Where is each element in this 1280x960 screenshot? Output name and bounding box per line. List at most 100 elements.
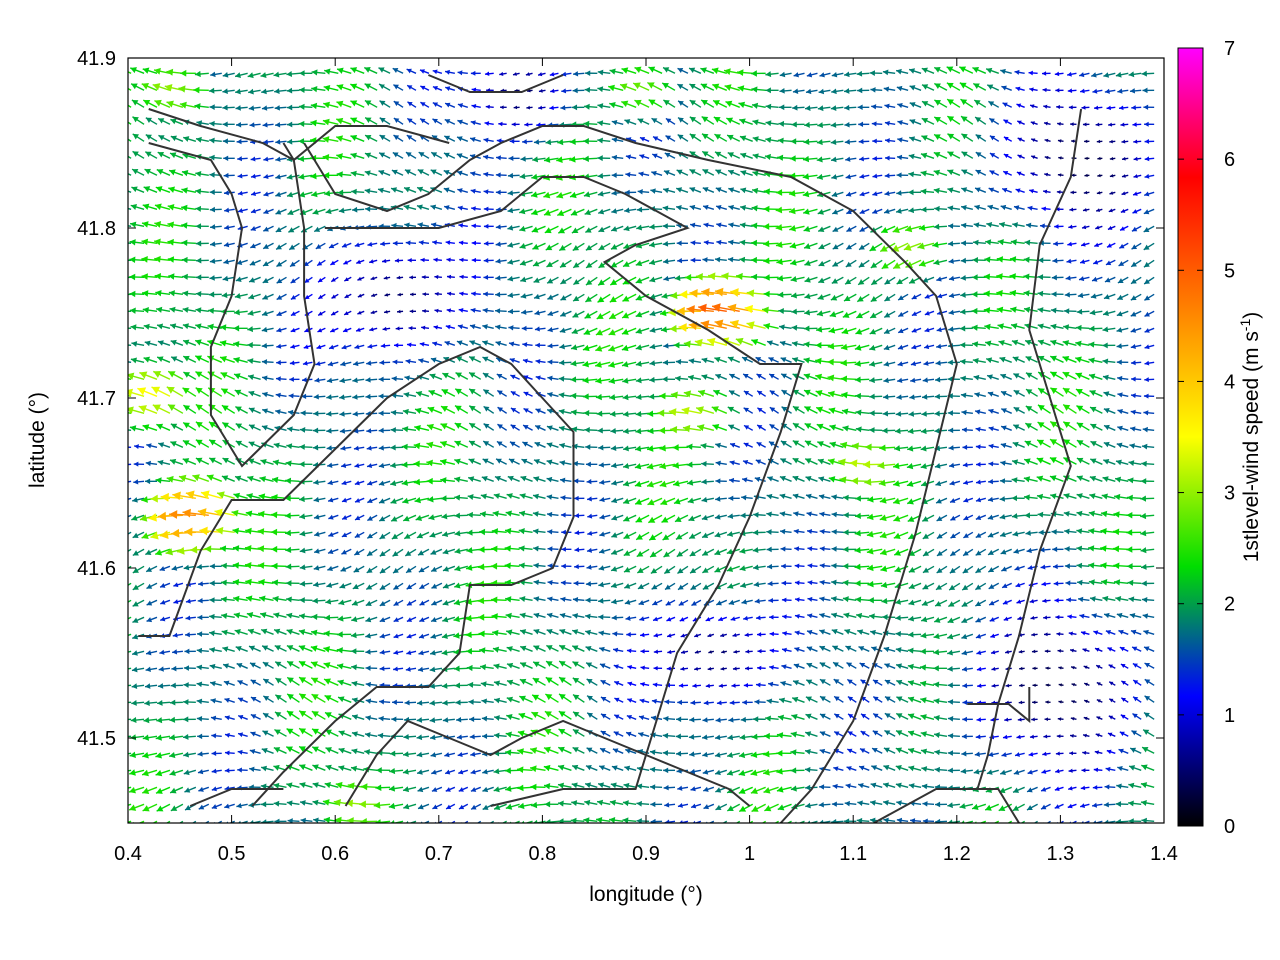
wind-vector-head xyxy=(403,391,410,398)
wind-vector-head xyxy=(794,821,797,823)
wind-vector-head xyxy=(975,515,982,520)
wind-vector-head xyxy=(880,581,888,589)
wind-vector-head xyxy=(614,714,620,720)
wind-vector-head xyxy=(341,462,347,468)
wind-vector-head xyxy=(197,614,203,621)
wind-vector-head xyxy=(211,768,217,774)
wind-vector-head xyxy=(260,801,267,808)
wind-vector-head xyxy=(1130,360,1136,366)
wind-vector-head xyxy=(118,650,124,656)
wind-vector-head xyxy=(639,616,645,622)
wind-vector-head xyxy=(1083,733,1087,738)
wind-vector-head xyxy=(705,683,711,688)
wind-vector-head xyxy=(389,767,396,775)
wind-vector-head xyxy=(1013,769,1020,775)
wind-vector-head xyxy=(649,534,657,541)
wind-vector-head xyxy=(1140,495,1147,502)
wind-vector-head xyxy=(690,567,697,574)
wind-vector-head xyxy=(326,428,332,434)
wind-vector-head xyxy=(170,787,177,794)
wind-vector-head xyxy=(950,550,956,556)
wind-vector-head xyxy=(346,817,354,823)
wind-vector-head xyxy=(258,578,265,586)
wind-vector-head xyxy=(378,462,385,469)
wind-vector-head xyxy=(622,800,629,807)
wind-vector-head xyxy=(843,494,849,501)
wind-vector-head xyxy=(726,769,734,776)
wind-vector-head xyxy=(352,411,358,417)
wind-vector-head xyxy=(975,567,982,573)
wind-vector-head xyxy=(1131,376,1136,382)
wind-vector-head xyxy=(262,730,269,736)
wind-vector-head xyxy=(170,805,178,811)
wind-vector-head xyxy=(1128,460,1135,466)
wind-vector-head xyxy=(401,443,408,450)
wind-vector-head xyxy=(355,515,361,521)
wind-vector-head xyxy=(1144,646,1150,652)
wind-vector-head xyxy=(1076,545,1083,552)
wind-vector-head xyxy=(403,733,409,740)
wind-vector-head xyxy=(185,598,191,604)
wind-vector xyxy=(128,344,132,346)
wind-vector-head xyxy=(855,409,862,416)
wind-vector-head xyxy=(286,800,293,807)
wind-vector-head xyxy=(793,680,799,686)
wind-vector-head xyxy=(441,633,448,639)
wind-vector-head xyxy=(831,529,837,535)
wind-vector-head xyxy=(338,765,345,772)
wind-vector-head xyxy=(998,340,1005,346)
wind-vector-head xyxy=(558,408,565,415)
wind-vector-head xyxy=(962,666,968,672)
wind-vector-head xyxy=(933,665,939,672)
wind-vector-head xyxy=(506,696,514,703)
wind-vector xyxy=(450,820,456,823)
wind-vector-head xyxy=(195,404,203,411)
wind-vector-head xyxy=(794,563,800,569)
wind-vector-head xyxy=(782,647,787,653)
wind-vector-head xyxy=(921,600,928,606)
wind-vector-head xyxy=(559,693,566,700)
wind-vector-head xyxy=(807,546,813,552)
wind-vector-head xyxy=(275,661,282,668)
wind-vector-head xyxy=(354,532,361,538)
wind-vector-head xyxy=(1144,695,1151,701)
wind-vector-head xyxy=(650,551,657,558)
wind-vector-head xyxy=(961,633,968,640)
wind-vector-head xyxy=(1140,478,1147,485)
wind-vector-head xyxy=(285,546,292,554)
wind-vector-head xyxy=(638,731,644,738)
wind-vector-head xyxy=(652,682,658,688)
wind-vector-head xyxy=(1133,696,1139,702)
wind-vector-head xyxy=(209,613,215,620)
wind-vector-head xyxy=(781,580,787,586)
wind-vector-head xyxy=(1107,732,1113,737)
wind-vector-head xyxy=(406,584,413,590)
wind-vector-head xyxy=(933,698,940,705)
wind-vector-head xyxy=(1011,513,1018,520)
wind-vector-head xyxy=(662,376,668,383)
wind-vector-head xyxy=(299,746,306,753)
wind-vector-head xyxy=(390,480,397,487)
wind-vector-head xyxy=(842,563,849,570)
wind-vector-head xyxy=(339,428,346,434)
wind-vector-head xyxy=(353,567,360,573)
wind-vector-head xyxy=(1131,629,1137,635)
wind-vector-head xyxy=(819,731,826,737)
wind-vector-head xyxy=(763,787,771,794)
wind-vector-head xyxy=(352,583,359,590)
wind-vector-head xyxy=(1088,562,1095,569)
wind-vector-head xyxy=(431,769,437,775)
wind-vector-head xyxy=(419,617,425,622)
wind-vector-head xyxy=(333,798,341,807)
wind-vector-head xyxy=(547,327,553,333)
wind-vector-head xyxy=(157,511,167,521)
wind-vector-head xyxy=(393,600,400,606)
wind-vector-head xyxy=(819,596,825,602)
wind-vector-head xyxy=(183,751,190,758)
wind-vector-head xyxy=(883,394,889,400)
wind-vector-head xyxy=(975,617,982,623)
wind-vector-head xyxy=(947,819,953,823)
wind-vector-head xyxy=(733,649,738,654)
wind-vector-head xyxy=(250,731,256,737)
wind-vector-head xyxy=(908,765,915,772)
